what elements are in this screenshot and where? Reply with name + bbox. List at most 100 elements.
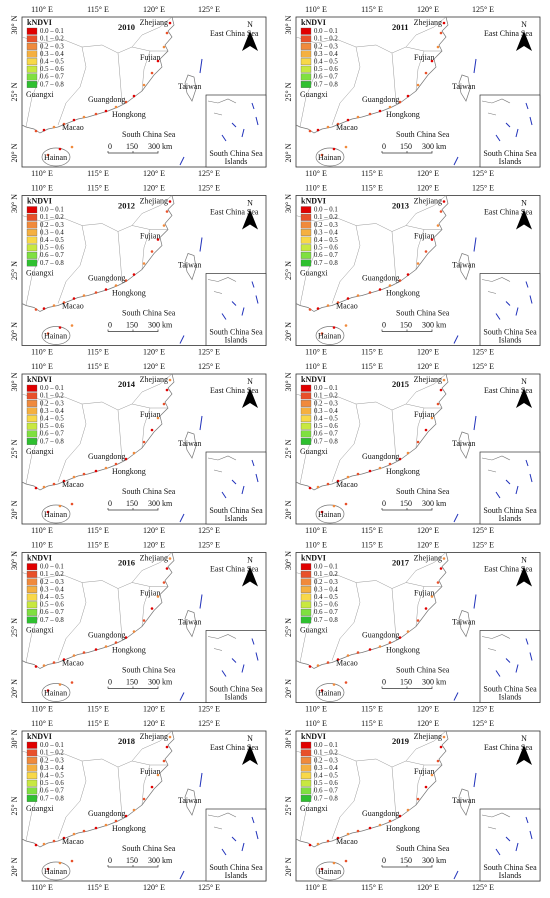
legend-swatch: [26, 787, 38, 795]
place-label: Fujian: [414, 231, 434, 240]
inset-islands: [221, 638, 259, 677]
place-label: Macao: [62, 480, 84, 489]
legend-label: 0.5 – 0.6: [314, 66, 338, 73]
longitude-label: 120° E: [417, 719, 439, 728]
legend-swatch: [300, 422, 312, 430]
legend-label: 0.6 – 0.7: [314, 74, 338, 81]
longitude-label: 115° E: [87, 704, 109, 713]
coast-dot: [72, 475, 76, 479]
coast-dot: [346, 475, 350, 479]
scale-label: 150: [400, 499, 412, 508]
longitude-label: 115° E: [87, 719, 109, 728]
legend-swatch: [26, 757, 38, 764]
coast-dot: [132, 630, 136, 633]
longitude-label: 115° E: [87, 169, 109, 178]
coast-dot: [320, 332, 324, 335]
latitude-label: 25° N: [10, 82, 19, 101]
longitude-label: 125° E: [198, 183, 220, 192]
year-label: 2018: [118, 736, 135, 746]
inset-label: South China Sea: [483, 863, 537, 872]
island-line: [179, 692, 185, 701]
inset-label: South China Sea: [209, 684, 263, 693]
coast-dot: [46, 153, 50, 157]
legend-swatch: [26, 749, 38, 757]
province-border: [391, 588, 397, 639]
year-label: 2019: [392, 736, 409, 746]
coast-dot: [398, 100, 402, 104]
place-label: Zhejiang: [140, 732, 168, 741]
coast-dot: [356, 294, 360, 297]
longitude-label: 120° E: [143, 719, 165, 728]
legend-label: 0.0 – 0.1: [40, 564, 64, 571]
year-label: 2016: [118, 557, 135, 567]
hainan-island: [41, 683, 71, 702]
legend-swatch: [300, 81, 312, 88]
longitude-label: 110° E: [305, 719, 327, 728]
place-label: South China Sea: [122, 130, 176, 139]
legend-label: 0.0 – 0.1: [314, 207, 338, 214]
longitude-label: 110° E: [305, 362, 327, 371]
longitude-label: 110° E: [305, 704, 327, 713]
taiwan-island: [184, 610, 197, 638]
coast-dot: [124, 279, 128, 282]
island-line: [199, 594, 203, 609]
north-arrow: [516, 209, 532, 230]
scale-label: 300 km: [148, 142, 173, 151]
coast-dot: [416, 619, 420, 622]
longitude-label: 125° E: [472, 169, 494, 178]
legend-swatch: [26, 764, 38, 772]
province-border: [405, 730, 447, 762]
coast-dot: [346, 118, 350, 122]
inset-label: South China Sea: [483, 149, 537, 158]
coast-dot: [94, 826, 98, 830]
coast-dot: [70, 681, 74, 684]
legend-swatch: [300, 601, 312, 609]
inset-label: Islands: [225, 871, 248, 880]
latitude-label: 30° N: [284, 551, 293, 570]
place-label: Hainan: [318, 867, 341, 876]
legend-swatch: [26, 415, 38, 423]
coast-dot: [320, 867, 324, 871]
coast-dot: [94, 112, 98, 116]
coast-dot: [356, 651, 360, 654]
scale-label: 0: [382, 142, 386, 151]
scale-label: 0: [382, 856, 386, 865]
legend-label: 0.7 – 0.8: [40, 438, 64, 445]
coast-dot: [104, 466, 108, 470]
province-border: [141, 229, 151, 270]
coast-dot: [124, 100, 128, 104]
longitude-label: 125° E: [472, 183, 494, 192]
longitude-label: 110° E: [305, 540, 327, 549]
place-label: Zhejiang: [414, 18, 442, 27]
province-border: [141, 407, 151, 449]
province-border: [391, 231, 397, 282]
province-border: [21, 36, 168, 54]
coast-dot: [42, 664, 46, 667]
coast-dot: [70, 324, 74, 327]
scale-label: 150: [126, 142, 138, 151]
legend-label: 0.7 – 0.8: [314, 438, 338, 445]
taiwan-island: [458, 788, 471, 816]
hainan-island: [315, 326, 345, 345]
legend-label: 0.2 – 0.3: [314, 222, 338, 229]
longitude-label: 115° E: [87, 526, 109, 535]
island-line: [179, 335, 185, 344]
hainan-island: [315, 683, 345, 702]
place-label: Macao: [62, 837, 84, 846]
north-arrow: [516, 388, 532, 408]
latitude-label: 30° N: [10, 15, 19, 34]
legend-label: 0.7 – 0.8: [40, 260, 64, 267]
longitude-label: 110° E: [31, 169, 53, 178]
north-label: N: [247, 198, 253, 207]
legend-swatch: [26, 251, 38, 259]
province-border: [415, 407, 425, 449]
north-arrow: [516, 745, 532, 765]
island-line: [473, 58, 477, 74]
longitude-label: 110° E: [31, 183, 53, 192]
north-label: N: [247, 20, 253, 29]
place-label: East China Sea: [210, 743, 259, 752]
taiwan-island: [184, 431, 197, 459]
coast-dot: [430, 59, 434, 63]
